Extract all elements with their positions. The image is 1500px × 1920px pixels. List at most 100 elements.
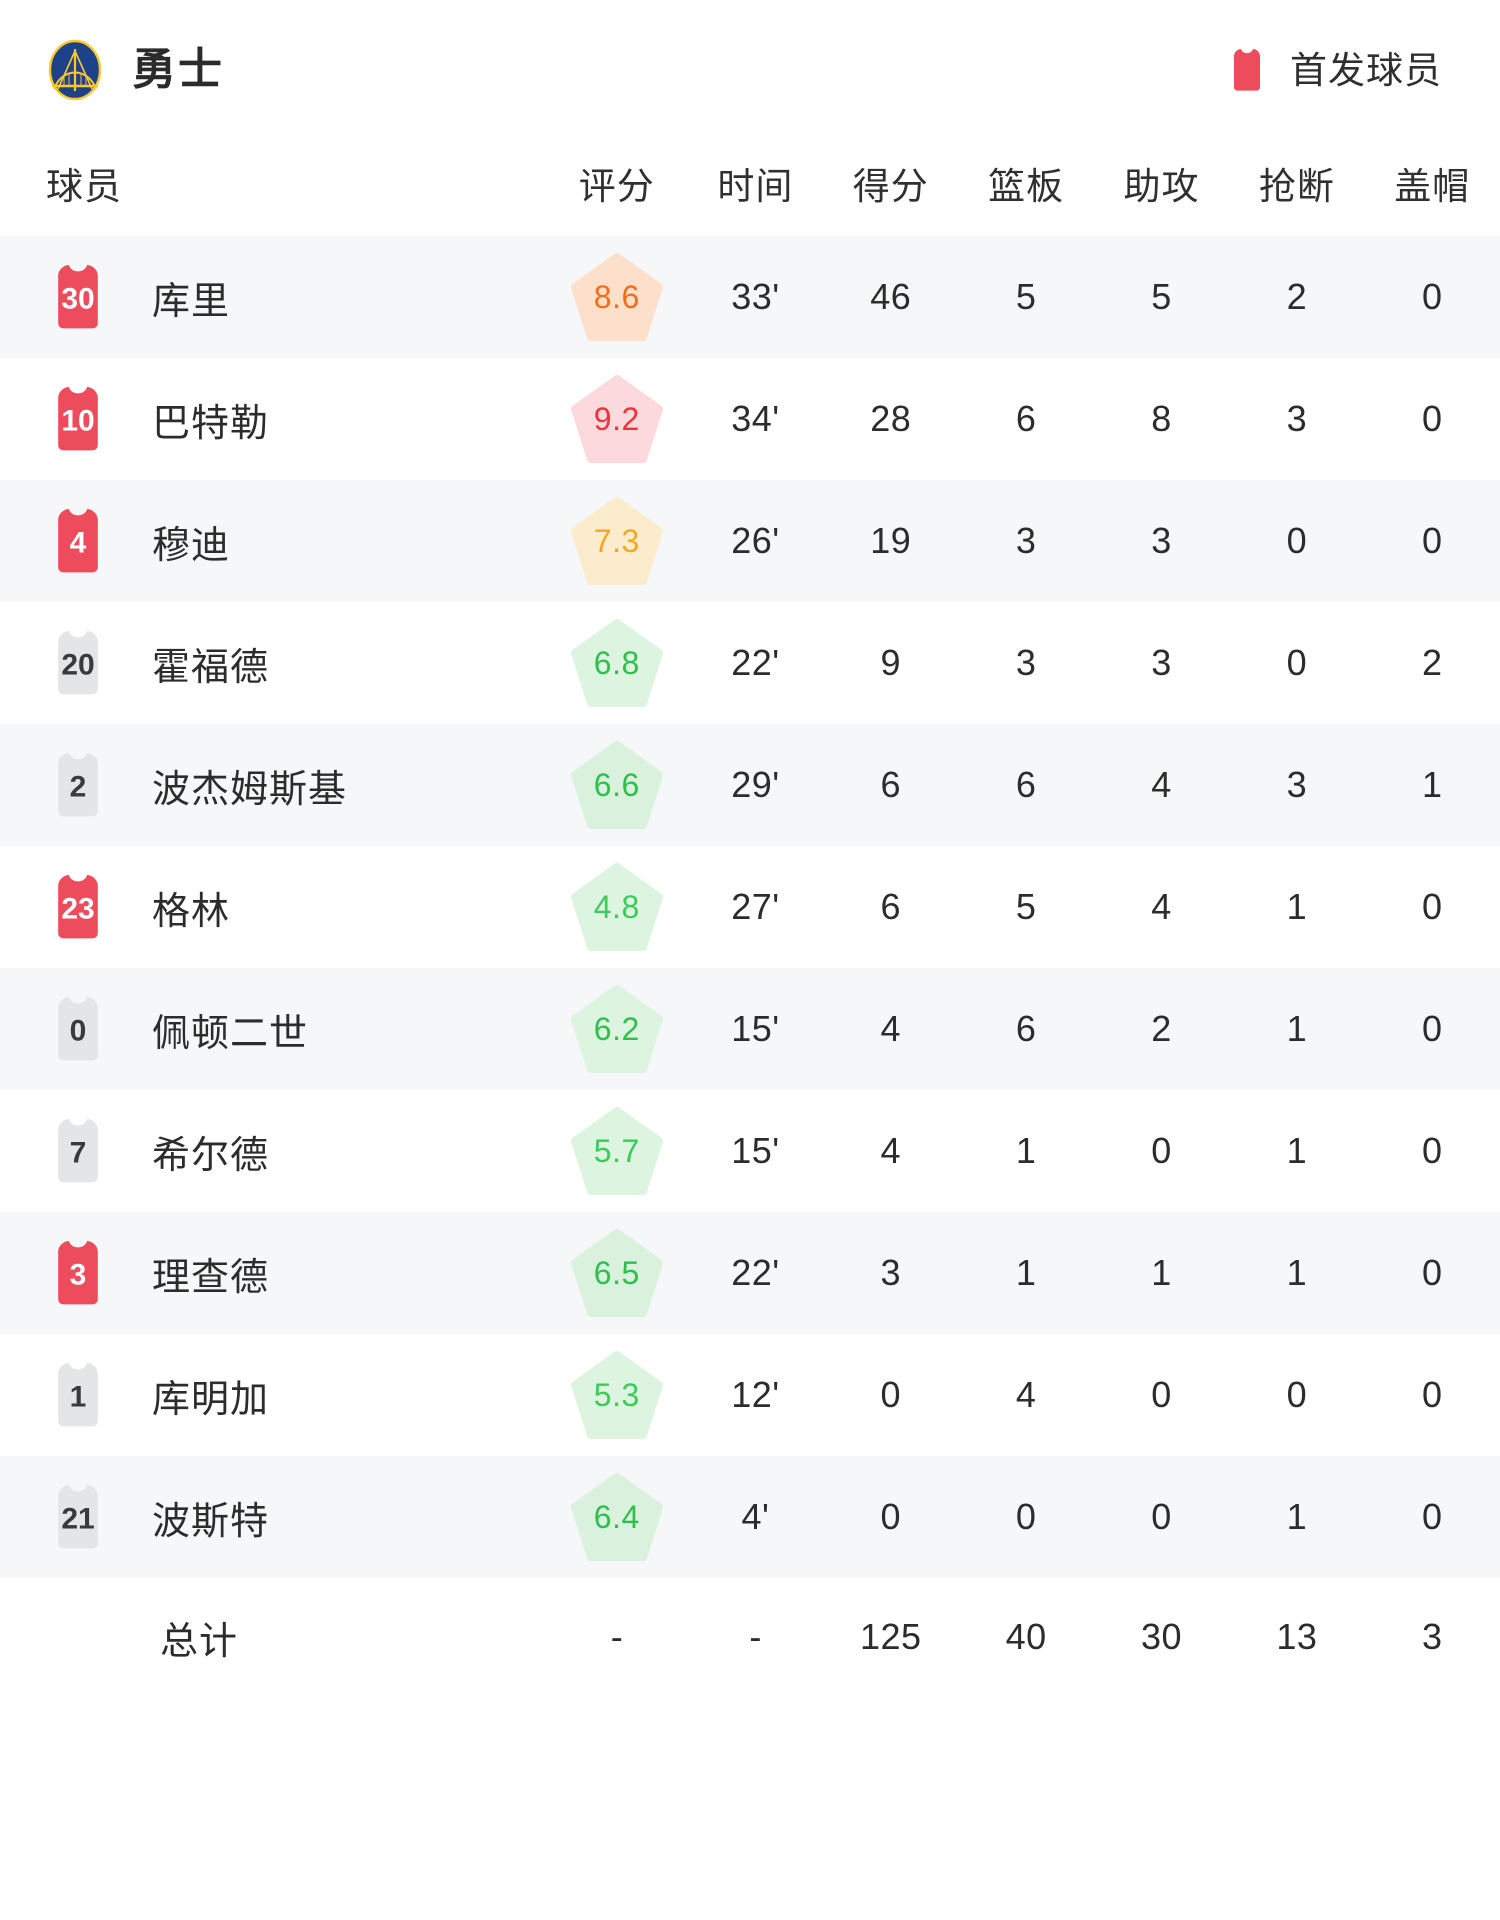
stat-minutes: 27'	[731, 886, 780, 927]
stat-points: 4	[880, 1130, 902, 1171]
stat-rebounds: 3	[1015, 642, 1037, 683]
stat-assists: 3	[1151, 520, 1172, 561]
player-cell[interactable]: 4 穆迪	[0, 480, 546, 602]
stat-assists: 0	[1151, 1130, 1172, 1171]
stat-assists: 4	[1151, 886, 1172, 927]
totals-rebounds: 40	[1005, 1616, 1047, 1657]
table-row[interactable]: 4 穆迪 7.3 26' 19 3 3 0 0	[0, 480, 1500, 602]
col-header-rebounds[interactable]: 篮板	[988, 166, 1065, 207]
table-body: 30 库里 8.6 33' 46 5 5 2 0 10 巴特勒 9.2 34' 28 6 8 3 0 4 穆迪 7.3 2…	[0, 236, 1500, 1696]
rating-badge: 6.8	[570, 619, 663, 707]
stat-blocks: 2	[1422, 642, 1443, 683]
jersey-icon: 20	[46, 628, 110, 698]
totals-blocks: 3	[1422, 1616, 1443, 1657]
rating-cell: 8.6	[546, 236, 688, 358]
stat-steals: 1	[1286, 1496, 1308, 1537]
stat-blocks: 0	[1422, 1008, 1443, 1049]
col-header-steals[interactable]: 抢断	[1258, 166, 1335, 207]
player-cell[interactable]: 7 希尔德	[0, 1090, 546, 1212]
jersey-number: 2	[69, 770, 87, 804]
col-header-player[interactable]: 球员	[46, 166, 122, 207]
player-cell[interactable]: 23 格林	[0, 846, 546, 968]
table-row[interactable]: 10 巴特勒 9.2 34' 28 6 8 3 0	[0, 358, 1500, 480]
totals-minutes: -	[749, 1616, 762, 1657]
rating-badge: 6.2	[570, 985, 663, 1073]
player-cell[interactable]: 1 库明加	[0, 1334, 546, 1456]
rating-badge: 6.6	[570, 741, 663, 829]
player-cell[interactable]: 3 理查德	[0, 1212, 546, 1334]
jersey-icon: 10	[46, 384, 110, 454]
col-header-points[interactable]: 得分	[852, 166, 929, 207]
player-name: 霍福德	[152, 646, 270, 689]
stat-points: 9	[880, 642, 902, 683]
player-cell[interactable]: 30 库里	[0, 236, 546, 358]
table-row[interactable]: 1 库明加 5.3 12' 0 4 0 0 0	[0, 1334, 1500, 1456]
jersey-number: 7	[69, 1136, 87, 1170]
table-row[interactable]: 20 霍福德 6.8 22' 9 3 3 0 2	[0, 602, 1500, 724]
rating-value: 6.4	[593, 1499, 640, 1535]
player-cell[interactable]: 21 波斯特	[0, 1456, 546, 1578]
rating-badge: 7.3	[570, 497, 663, 585]
player-name: 巴特勒	[152, 402, 270, 445]
stat-points: 6	[880, 764, 902, 805]
player-name: 希尔德	[152, 1134, 270, 1177]
team-header: 勇士 首发球员	[0, 0, 1500, 140]
stat-steals: 0	[1286, 1374, 1308, 1415]
player-cell[interactable]: 0 佩顿二世	[0, 968, 546, 1090]
stat-points: 0	[880, 1496, 902, 1537]
stat-steals: 0	[1286, 642, 1308, 683]
col-header-assists[interactable]: 助攻	[1123, 166, 1200, 207]
stat-points: 19	[870, 520, 912, 561]
rating-value: 6.8	[593, 645, 640, 681]
player-name: 穆迪	[152, 524, 231, 567]
rating-badge: 5.3	[570, 1351, 663, 1439]
jersey-icon: 7	[46, 1116, 110, 1186]
stat-steals: 2	[1286, 276, 1308, 317]
stat-blocks: 0	[1422, 1496, 1443, 1537]
player-name: 理查德	[152, 1256, 270, 1299]
table-row[interactable]: 2 波杰姆斯基 6.6 29' 6 6 4 3 1	[0, 724, 1500, 846]
rating-cell: 6.4	[546, 1456, 688, 1578]
stat-minutes: 12'	[731, 1374, 780, 1415]
rating-badge: 5.7	[570, 1107, 663, 1195]
table-row[interactable]: 7 希尔德 5.7 15' 4 1 0 1 0	[0, 1090, 1500, 1212]
stat-points: 0	[880, 1374, 902, 1415]
stat-points: 28	[870, 398, 912, 439]
player-cell[interactable]: 20 霍福德	[0, 602, 546, 724]
jersey-icon: 21	[46, 1482, 110, 1552]
stat-rebounds: 6	[1015, 1008, 1037, 1049]
stat-minutes: 26'	[731, 520, 780, 561]
rating-value: 6.6	[593, 767, 640, 803]
player-cell[interactable]: 2 波杰姆斯基	[0, 724, 546, 846]
team-identity[interactable]: 勇士	[44, 39, 224, 101]
totals-assists: 30	[1140, 1616, 1183, 1657]
stat-minutes: 22'	[731, 1252, 780, 1293]
rating-cell: 5.7	[546, 1090, 688, 1212]
table-row[interactable]: 23 格林 4.8 27' 6 5 4 1 0	[0, 846, 1500, 968]
stat-points: 46	[870, 276, 912, 317]
rating-badge: 8.6	[570, 253, 663, 341]
table-row[interactable]: 21 波斯特 6.4 4' 0 0 0 1 0	[0, 1456, 1500, 1578]
warriors-bridge-logo-icon	[44, 39, 106, 101]
player-name: 库明加	[152, 1378, 270, 1421]
stat-steals: 1	[1286, 886, 1308, 927]
col-header-blocks[interactable]: 盖帽	[1394, 166, 1471, 207]
rating-value: 6.2	[593, 1011, 640, 1047]
starters-legend-label: 首发球员	[1290, 49, 1442, 91]
boxscore-table: 球员 评分 时间 得分 篮板 助攻 抢断 盖帽 30 库里 8.6 33' 46 5 5 2 0…	[0, 140, 1500, 1696]
table-row[interactable]: 0 佩顿二世 6.2 15' 4 6 2 1 0	[0, 968, 1500, 1090]
stat-minutes: 4'	[741, 1496, 770, 1537]
rating-badge: 6.4	[570, 1473, 663, 1561]
jersey-icon: 23	[46, 872, 110, 942]
stat-steals: 1	[1286, 1008, 1308, 1049]
stat-steals: 1	[1286, 1130, 1308, 1171]
table-row[interactable]: 30 库里 8.6 33' 46 5 5 2 0	[0, 236, 1500, 358]
stat-assists: 3	[1151, 642, 1172, 683]
jersey-number: 10	[61, 404, 95, 438]
col-header-minutes[interactable]: 时间	[717, 166, 794, 207]
stat-rebounds: 1	[1015, 1130, 1037, 1171]
col-header-rating[interactable]: 评分	[578, 166, 655, 207]
stat-minutes: 15'	[731, 1130, 780, 1171]
table-row[interactable]: 3 理查德 6.5 22' 3 1 1 1 0	[0, 1212, 1500, 1334]
player-cell[interactable]: 10 巴特勒	[0, 358, 546, 480]
